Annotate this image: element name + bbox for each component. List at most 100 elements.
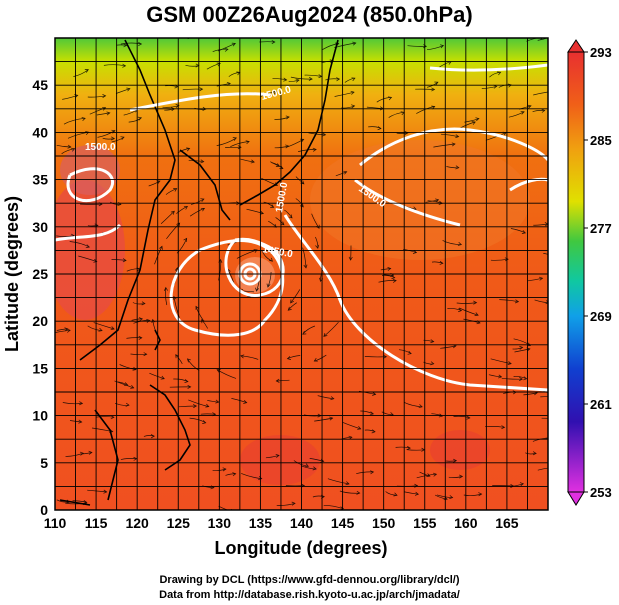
streamline-arrow [138,41,143,47]
streamline [69,241,90,248]
colorbar-tick-label: 285 [590,133,612,148]
streamline-arrow [497,71,502,76]
streamline-arrow [222,467,227,472]
streamline [481,85,497,89]
streamline [440,133,459,137]
streamline-arrow [501,425,506,430]
streamline-arrow [357,425,362,430]
streamline [543,253,548,255]
streamline [275,217,285,226]
streamline-arrow [356,490,361,495]
streamline-arrow [103,489,108,494]
streamline [78,255,97,262]
streamline-arrow [270,204,275,208]
streamline [290,289,301,304]
streamline-arrow [541,108,546,113]
y-tick-label: 5 [40,455,48,471]
streamline-arrow [184,379,189,384]
streamline-arrow [216,62,221,67]
streamline-arrow [71,147,76,152]
streamline-arrow [345,481,350,486]
y-tick-label: 25 [32,266,48,282]
streamline-arrow [551,394,554,397]
streamline [433,143,456,148]
streamline [335,171,347,177]
streamline-arrow [348,435,353,440]
streamline [87,489,107,493]
streamline-arrow [146,318,151,323]
streamline-arrow [200,159,205,164]
streamline [545,438,548,439]
streamline-arrow [393,492,398,497]
x-tick-labels: 110 115 120 125 130 135 140 145 150 155 160 165 [44,515,519,531]
streamline [216,137,237,146]
streamline-arrow [473,300,478,305]
x-tick-label: 135 [249,515,273,531]
streamline-arrow [66,328,71,333]
streamline [173,296,180,318]
streamline-arrow [504,257,509,262]
streamline [532,110,545,113]
streamline [463,493,482,496]
x-tick-label: 165 [495,515,519,531]
streamline [62,402,83,405]
streamline-arrow [431,87,436,92]
streamline [434,494,448,500]
streamline [459,307,479,316]
streamline-arrow [371,429,376,434]
streamline-arrow [498,374,503,379]
streamline-arrow [545,300,548,305]
streamline [334,91,355,97]
streamline-arrow [110,415,115,420]
streamline-arrow [84,69,89,73]
streamline-arrow [85,244,91,249]
streamline [406,449,425,451]
streamline [323,504,344,510]
x-tick-label: 115 [85,515,108,531]
streamline-arrow [81,117,86,121]
streamline-arrow [79,401,84,406]
streamline [501,377,523,380]
streamline [230,141,250,148]
plot-frame [54,37,549,511]
streamline-arrow [98,327,103,332]
streamline-arrow [271,40,276,45]
streamline [240,158,255,163]
lat-lon-grid [55,38,548,510]
streamline [80,452,92,455]
streamline-arrow [457,308,463,313]
streamline-arrow [196,34,200,37]
streamline [513,375,527,380]
streamline [162,105,180,108]
streamline-arrow [122,258,127,263]
streamline [309,458,324,462]
streamline-arrow [132,366,137,371]
streamline-arrow [404,130,409,135]
streamline-arrow [455,134,460,139]
streamline-arrow [143,352,148,357]
streamline-arrow [350,90,355,95]
streamline-arrow [290,299,294,304]
streamline-arrow [172,295,177,301]
streamline-arrow [232,137,237,141]
credit-drawing: Drawing by DCL (https://www.gfd-dennou.o… [159,574,460,586]
streamline-arrow [435,198,440,203]
streamline-arrow [186,147,191,152]
streamline [241,473,262,480]
streamline [56,144,71,148]
streamline-arrow [372,391,377,396]
streamline-arrow [544,222,548,227]
streamline-arrow [449,495,454,500]
streamline-arrow [176,222,181,227]
streamline [160,210,175,225]
height-contours [55,63,548,392]
streamline-arrow [280,221,285,226]
streamline [453,415,470,419]
streamline [284,209,293,219]
streamline [388,111,405,118]
streamline [448,476,463,478]
x-tick-label: 150 [372,515,396,531]
streamline-arrow [237,145,242,150]
streamline-arrow [475,117,480,122]
streamline [463,318,481,324]
